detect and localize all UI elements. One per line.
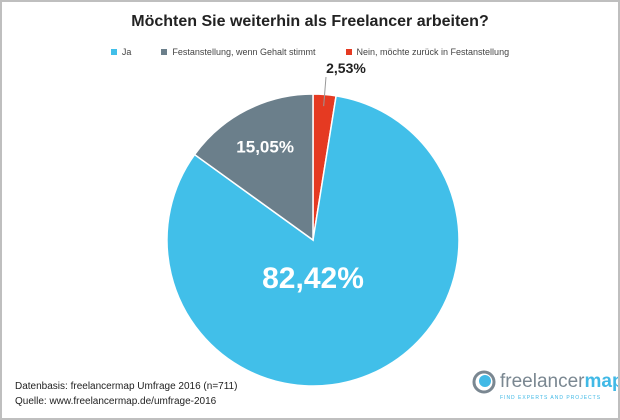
legend-label: Nein, möchte zurück in Festanstellung <box>356 47 510 57</box>
pie-slice <box>193 93 314 242</box>
freelancermap-logo: freelancermap FIND EXPERTS AND PROJECTS <box>472 370 620 401</box>
logo-text: freelancermap <box>500 371 620 393</box>
logo-tagline: FIND EXPERTS AND PROJECTS <box>500 395 602 401</box>
data-label: 82,42% <box>262 262 364 295</box>
footer-quelle: Quelle: www.freelancermap.de/umfrage-201… <box>15 396 217 407</box>
legend-label: Festanstellung, wenn Gehalt stimmt <box>172 47 316 57</box>
legend-item-festanstellung: Festanstellung, wenn Gehalt stimmt <box>161 47 316 57</box>
legend-swatch <box>110 49 117 55</box>
legend-item-nein: Nein, möchte zurück in Festanstellung <box>345 47 510 57</box>
legend-label: Ja <box>121 47 132 57</box>
legend-item-ja: Ja <box>110 47 132 57</box>
legend-swatch <box>161 49 168 55</box>
footer-datenbasis: Datenbasis: freelancermap Umfrage 2016 (… <box>15 381 238 392</box>
leader-line <box>323 76 327 107</box>
data-label: 2,53% <box>326 60 366 76</box>
legend-swatch <box>345 49 352 55</box>
logo-icon <box>472 370 496 394</box>
logo-text-a: freelancer <box>500 371 585 392</box>
legend: Ja Festanstellung, wenn Gehalt stimmt Ne… <box>2 47 618 57</box>
data-label: 15,05% <box>236 137 294 156</box>
chart-title: Möchten Sie weiterhin als Freelancer arb… <box>131 13 489 30</box>
logo-text-b: map <box>584 371 620 392</box>
